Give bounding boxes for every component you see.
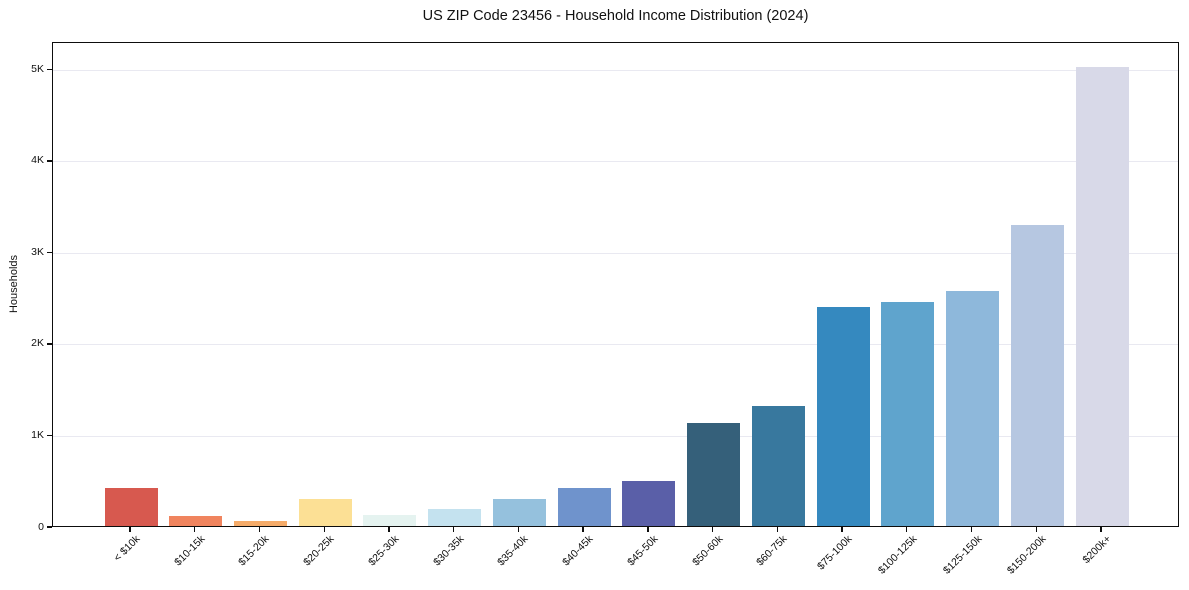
x-tick-label: $45-50k xyxy=(625,533,661,569)
x-tick-mark xyxy=(647,527,649,532)
x-tick-mark xyxy=(1100,527,1102,532)
y-tick-mark xyxy=(47,68,52,71)
x-tick-label: $150-200k xyxy=(1005,533,1049,577)
bar-40-45k xyxy=(557,488,611,526)
x-tick-mark xyxy=(1035,527,1037,532)
x-tick-mark xyxy=(970,527,973,532)
x-tick-mark xyxy=(582,527,584,532)
bar-45-50k xyxy=(622,481,676,526)
bar-50-60k xyxy=(687,422,741,526)
chart-title: US ZIP Code 23456 - Household Income Dis… xyxy=(422,8,809,24)
y-tick-mark xyxy=(47,251,52,254)
y-tick-mark xyxy=(47,526,52,528)
y-tick-label: 2K xyxy=(31,337,44,350)
x-tick-label: $35-40k xyxy=(495,533,531,569)
y-tick-mark xyxy=(47,160,52,162)
x-tick-mark xyxy=(194,527,196,532)
x-tick-mark xyxy=(388,527,390,532)
bar-75-100k xyxy=(816,307,870,526)
y-tick-label: 1K xyxy=(31,428,44,441)
x-tick-label: $60-75k xyxy=(754,533,790,569)
x-tick-label: $50-60k xyxy=(689,533,726,569)
bar-200k xyxy=(1075,66,1129,526)
gridline-3K xyxy=(53,252,1178,254)
x-tick-label: $40-45k xyxy=(560,533,596,569)
bar-30-35k xyxy=(428,508,482,526)
bar-125-150k xyxy=(946,290,1000,526)
bar-20-25k xyxy=(298,499,352,526)
x-tick-mark xyxy=(776,527,779,532)
y-tick-label: 3K xyxy=(31,245,44,258)
x-tick-label: $20-25k xyxy=(301,533,337,569)
x-tick-mark xyxy=(906,527,908,532)
x-tick-label: $25-30k xyxy=(366,533,402,569)
bar-15-20k xyxy=(233,520,287,526)
x-tick-label: $200k+ xyxy=(1080,533,1114,567)
x-tick-mark xyxy=(452,527,455,532)
bar-10-15k xyxy=(169,515,223,526)
x-tick-mark xyxy=(258,527,261,532)
bar-35-40k xyxy=(492,498,546,526)
x-tick-mark xyxy=(323,527,325,532)
x-tick-mark xyxy=(841,527,843,532)
x-tick-label: $75-100k xyxy=(815,533,855,573)
y-tick-mark xyxy=(47,343,52,345)
bar-10k xyxy=(104,487,158,526)
x-tick-label: $100-125k xyxy=(875,533,920,577)
x-tick-label: $15-20k xyxy=(236,533,272,569)
y-axis-label: Households xyxy=(8,254,20,314)
bar-150-200k xyxy=(1010,224,1064,526)
bar-60-75k xyxy=(751,406,805,526)
y-tick-label: 4K xyxy=(31,154,44,167)
gridline-2K xyxy=(53,344,1178,346)
x-tick-label: < $10k xyxy=(111,533,143,564)
y-tick-label: 0 xyxy=(38,520,44,533)
bar-100-125k xyxy=(881,301,935,526)
gridline-1K xyxy=(53,435,1178,437)
x-tick-mark xyxy=(517,527,520,532)
x-tick-mark xyxy=(711,527,714,532)
plot-area xyxy=(52,42,1179,527)
bar-25-30k xyxy=(363,515,417,526)
y-tick-mark xyxy=(47,434,52,437)
x-tick-mark xyxy=(129,527,131,532)
gridline-5K xyxy=(53,69,1178,71)
y-tick-label: 5K xyxy=(31,62,44,75)
x-tick-label: $30-35k xyxy=(430,533,467,569)
gridline-4K xyxy=(53,161,1178,163)
x-tick-label: $10-15k xyxy=(171,533,208,569)
x-tick-label: $125-150k xyxy=(940,533,985,577)
